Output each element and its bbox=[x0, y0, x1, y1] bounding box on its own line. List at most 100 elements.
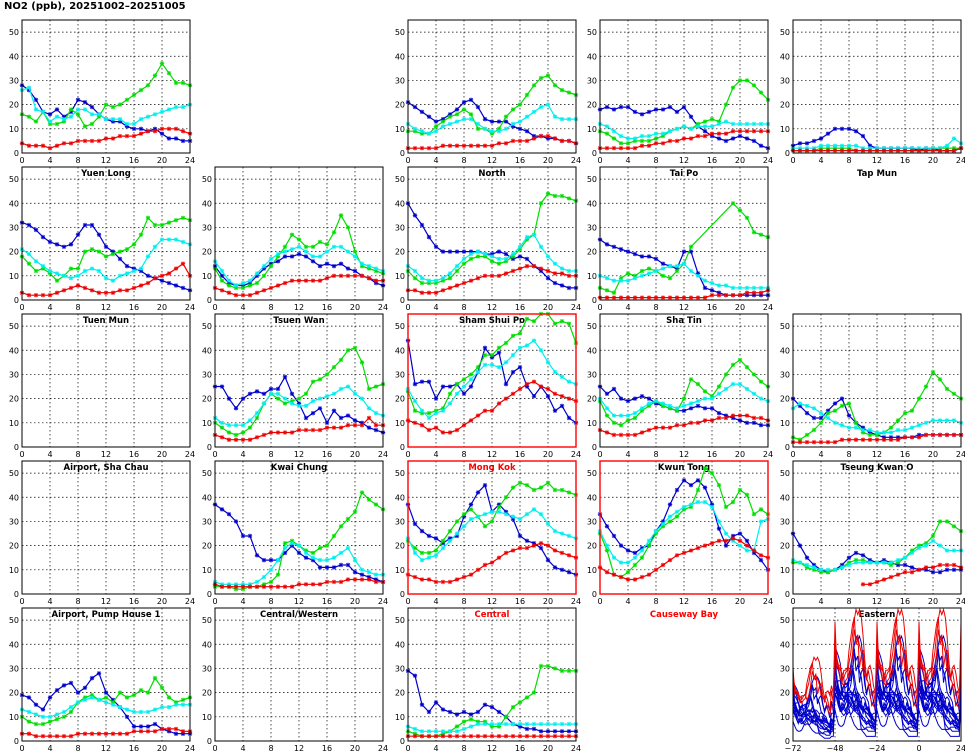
data-point-red bbox=[103, 136, 109, 141]
data-point-green bbox=[373, 268, 379, 274]
data-point-blue bbox=[695, 271, 701, 276]
data-point-red bbox=[517, 733, 523, 739]
data-point-blue bbox=[54, 242, 60, 247]
data-point-green bbox=[468, 112, 474, 117]
data-point-blue bbox=[688, 249, 694, 254]
data-point-blue bbox=[373, 427, 379, 433]
data-point-green bbox=[618, 276, 624, 281]
y-tick-label: 20 bbox=[9, 248, 19, 257]
data-point-cyan bbox=[503, 721, 509, 727]
data-point-blue bbox=[275, 386, 281, 392]
data-point-red bbox=[475, 567, 481, 573]
y-tick-label: 40 bbox=[395, 346, 405, 355]
data-point-blue bbox=[737, 133, 743, 139]
data-point-cyan bbox=[611, 129, 617, 134]
data-point-cyan bbox=[667, 403, 673, 409]
y-tick-label: 10 bbox=[780, 566, 790, 575]
data-point-cyan bbox=[618, 560, 624, 565]
data-point-blue bbox=[475, 709, 481, 715]
x-tick-label: 0 bbox=[19, 450, 24, 459]
data-point-red bbox=[888, 148, 894, 153]
y-tick-label: 40 bbox=[9, 346, 19, 355]
data-point-red bbox=[618, 145, 624, 151]
data-point-green bbox=[433, 408, 439, 413]
data-point-cyan bbox=[275, 251, 281, 257]
data-point-red bbox=[468, 278, 474, 283]
data-point-red bbox=[426, 290, 432, 295]
data-point-green bbox=[524, 316, 530, 322]
y-tick-label: 20 bbox=[395, 101, 405, 110]
data-point-green bbox=[888, 425, 894, 430]
data-point-cyan bbox=[496, 256, 502, 262]
data-point-cyan bbox=[282, 396, 288, 401]
data-point-red bbox=[930, 565, 936, 570]
x-tick-label: 16 bbox=[707, 303, 717, 312]
data-point-cyan bbox=[261, 574, 267, 580]
x-tick-label: 20 bbox=[543, 744, 553, 753]
data-point-green bbox=[510, 704, 516, 710]
data-point-green bbox=[930, 369, 936, 375]
x-tick-label: 12 bbox=[487, 156, 497, 165]
data-point-green bbox=[240, 586, 246, 592]
x-tick-label: 12 bbox=[872, 597, 882, 606]
data-point-cyan bbox=[944, 143, 950, 148]
data-point-red bbox=[737, 413, 743, 418]
data-point-cyan bbox=[674, 509, 680, 514]
y-tick-label: 20 bbox=[395, 395, 405, 404]
data-point-cyan bbox=[317, 396, 323, 401]
data-point-green bbox=[503, 495, 509, 500]
data-point-cyan bbox=[268, 391, 274, 396]
data-point-red bbox=[145, 129, 151, 134]
data-point-green bbox=[159, 61, 165, 66]
data-point-cyan bbox=[811, 145, 817, 151]
data-point-cyan bbox=[475, 369, 481, 375]
data-point-green bbox=[103, 254, 109, 259]
data-point-green bbox=[531, 487, 537, 493]
data-point-green bbox=[26, 114, 32, 119]
x-tick-label: 20 bbox=[350, 597, 360, 606]
data-point-blue bbox=[510, 256, 516, 262]
data-point-green bbox=[159, 222, 165, 228]
panel-label-central-western: Central/Western bbox=[260, 610, 338, 620]
y-tick-label: 30 bbox=[9, 517, 19, 526]
data-point-blue bbox=[489, 251, 495, 257]
data-point-blue bbox=[797, 543, 803, 548]
data-point-cyan bbox=[303, 249, 309, 254]
data-point-blue bbox=[566, 285, 572, 291]
data-point-green bbox=[426, 280, 432, 286]
data-point-green bbox=[447, 528, 453, 534]
data-point-blue bbox=[468, 384, 474, 389]
data-point-blue bbox=[433, 396, 439, 401]
data-point-blue bbox=[646, 254, 652, 259]
data-point-cyan bbox=[468, 116, 474, 122]
data-point-red bbox=[159, 726, 165, 732]
data-point-blue bbox=[345, 413, 351, 418]
x-tick-label: 24 bbox=[571, 744, 581, 753]
data-point-blue bbox=[618, 396, 624, 401]
data-point-red bbox=[352, 577, 358, 582]
data-point-cyan bbox=[730, 381, 736, 387]
data-point-cyan bbox=[219, 420, 225, 426]
data-point-green bbox=[345, 225, 351, 230]
data-point-blue bbox=[152, 721, 158, 727]
data-point-red bbox=[454, 283, 460, 288]
data-point-red bbox=[180, 261, 186, 266]
data-point-red bbox=[412, 574, 418, 580]
data-point-green bbox=[310, 244, 316, 249]
data-point-cyan bbox=[818, 567, 824, 573]
data-point-cyan bbox=[639, 548, 645, 553]
y-tick-label: 40 bbox=[780, 346, 790, 355]
data-point-green bbox=[447, 276, 453, 281]
data-point-red bbox=[632, 145, 638, 151]
x-tick-label: 16 bbox=[707, 450, 717, 459]
data-point-blue bbox=[75, 97, 81, 102]
data-point-red bbox=[117, 731, 123, 736]
data-point-blue bbox=[240, 283, 246, 288]
data-point-green bbox=[138, 688, 144, 693]
data-point-blue bbox=[545, 136, 551, 141]
panel-frame bbox=[599, 313, 769, 448]
data-point-cyan bbox=[324, 394, 330, 399]
data-point-cyan bbox=[426, 415, 432, 421]
data-point-blue bbox=[47, 239, 53, 245]
data-point-blue bbox=[846, 555, 852, 560]
